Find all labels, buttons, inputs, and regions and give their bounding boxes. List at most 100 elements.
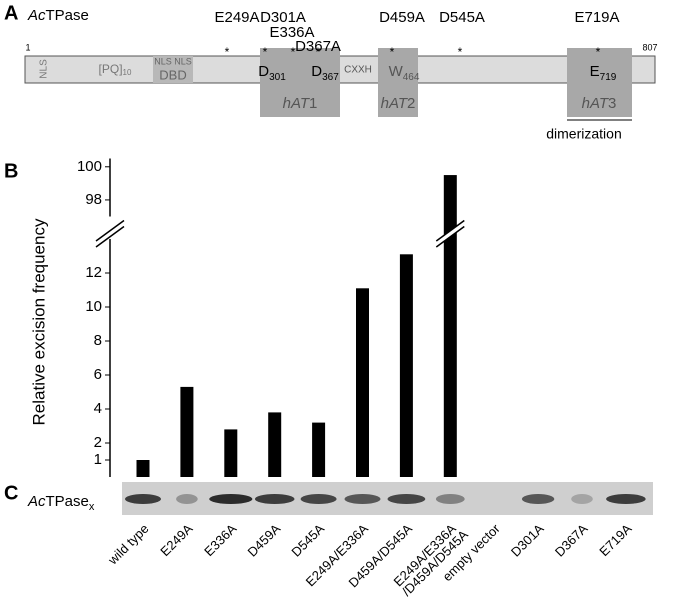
- bar: [136, 460, 150, 477]
- y-tick-label: 2: [94, 434, 102, 451]
- x-tick-label: D459A: [245, 521, 284, 560]
- residue-sub: 301: [269, 72, 286, 83]
- residue-base: E: [590, 63, 600, 80]
- mutation-label: E719A: [574, 9, 619, 26]
- dbd-box: [153, 56, 193, 83]
- blot-band: [300, 494, 337, 504]
- residue-sub: 367: [322, 72, 339, 83]
- axis-break-line: [95, 225, 125, 248]
- cxxh-label: CXXH: [344, 65, 372, 76]
- dimerization-label: dimerization: [546, 126, 621, 142]
- asterisk: *: [390, 45, 395, 59]
- axis-break: [96, 220, 124, 247]
- residue-base: D: [258, 63, 269, 80]
- axis-break-line: [435, 225, 465, 248]
- mutation-label: D301A: [260, 9, 306, 26]
- axis-break-line: [95, 219, 125, 242]
- residue: E719: [590, 63, 617, 83]
- x-tick-label: wild type: [104, 521, 151, 568]
- y-tick-label: 4: [94, 400, 102, 417]
- panel-label: B: [4, 160, 18, 182]
- blot-band: [606, 494, 646, 504]
- blot-band: [176, 494, 198, 504]
- hat-num: 3: [608, 95, 616, 112]
- blot-band: [435, 494, 465, 504]
- seq-end: 807: [642, 42, 657, 52]
- blot-band: [209, 494, 253, 504]
- y-tick-label: 6: [94, 366, 102, 383]
- blot-band: [571, 494, 593, 504]
- hat-name: hAT: [283, 95, 311, 112]
- residue-base: W: [389, 63, 404, 80]
- hat-box: [378, 48, 418, 117]
- y-tick-label: 100: [77, 158, 102, 175]
- asterisk: *: [458, 45, 463, 59]
- pq-sub: 10: [123, 68, 132, 77]
- mutation-label: E249A: [214, 9, 259, 26]
- blot-prefix: Ac: [27, 493, 46, 510]
- seq-start: 1: [25, 42, 30, 52]
- pq: [PQ]: [99, 62, 123, 76]
- asterisk: *: [316, 45, 321, 59]
- asterisk: *: [263, 45, 268, 59]
- y-tick-label: 1: [94, 451, 102, 468]
- y-axis-label: Relative excision frequency: [29, 218, 48, 425]
- x-tick-label: D301A: [508, 521, 547, 560]
- panel-label: A: [4, 2, 18, 24]
- protein-suffix: TPase: [46, 7, 89, 24]
- x-tick-label: E249A: [157, 521, 195, 559]
- mutation-label: E336A: [269, 24, 314, 41]
- hat-label: hAT3: [582, 95, 617, 112]
- residue: W464: [389, 63, 420, 83]
- blot-band: [344, 494, 381, 504]
- y-tick-label: 98: [85, 191, 102, 208]
- residue-sub: 464: [403, 72, 420, 83]
- protein-name: AcTPase: [27, 7, 89, 24]
- dbd-label: DBD: [159, 67, 186, 82]
- x-tick-label: D367A: [552, 521, 591, 560]
- bar: [356, 288, 369, 477]
- asterisk: *: [291, 45, 296, 59]
- residue: D301: [258, 63, 286, 83]
- y-tick-label: 12: [85, 264, 102, 281]
- hat-label: hAT2: [381, 95, 416, 112]
- blot-name: TPase: [46, 493, 89, 510]
- blot-sub: x: [89, 501, 95, 513]
- hat-name: hAT: [381, 95, 409, 112]
- bar: [268, 412, 282, 477]
- panel-label: C: [4, 482, 18, 504]
- hat-name: hAT: [582, 95, 610, 112]
- mutation-label: D459A: [379, 9, 425, 26]
- hat-box: [567, 48, 632, 117]
- hat-box: [260, 48, 340, 117]
- asterisk: *: [225, 45, 230, 59]
- blot-band: [254, 494, 295, 504]
- residue: D367: [311, 63, 339, 83]
- nls-pair: NLS NLS: [154, 56, 192, 66]
- bar: [224, 429, 238, 477]
- asterisk: *: [596, 45, 601, 59]
- pq-label: [PQ]10: [99, 62, 132, 77]
- blot-label: AcTPasex: [27, 493, 95, 513]
- x-tick-label: D545A: [288, 521, 327, 560]
- blot-band: [387, 494, 426, 504]
- mutation-label: D367A: [295, 38, 341, 55]
- blot-band: [521, 494, 555, 504]
- hat-label: hAT1: [283, 95, 318, 112]
- hat-num: 2: [407, 95, 415, 112]
- blot-band: [125, 494, 161, 504]
- axis-break-line: [435, 219, 465, 242]
- bar: [312, 422, 326, 477]
- nls-label: NLS: [39, 59, 50, 79]
- hat-num: 1: [309, 95, 317, 112]
- y-tick-label: 10: [85, 298, 102, 315]
- y-tick-label: 8: [94, 332, 102, 349]
- x-tick-label: E336A: [201, 521, 239, 559]
- bar: [180, 386, 194, 477]
- bar: [443, 175, 457, 478]
- residue-base: D: [311, 63, 322, 80]
- bar: [399, 254, 413, 477]
- x-tick-label: E719A: [596, 521, 634, 559]
- axis-break: [436, 220, 465, 247]
